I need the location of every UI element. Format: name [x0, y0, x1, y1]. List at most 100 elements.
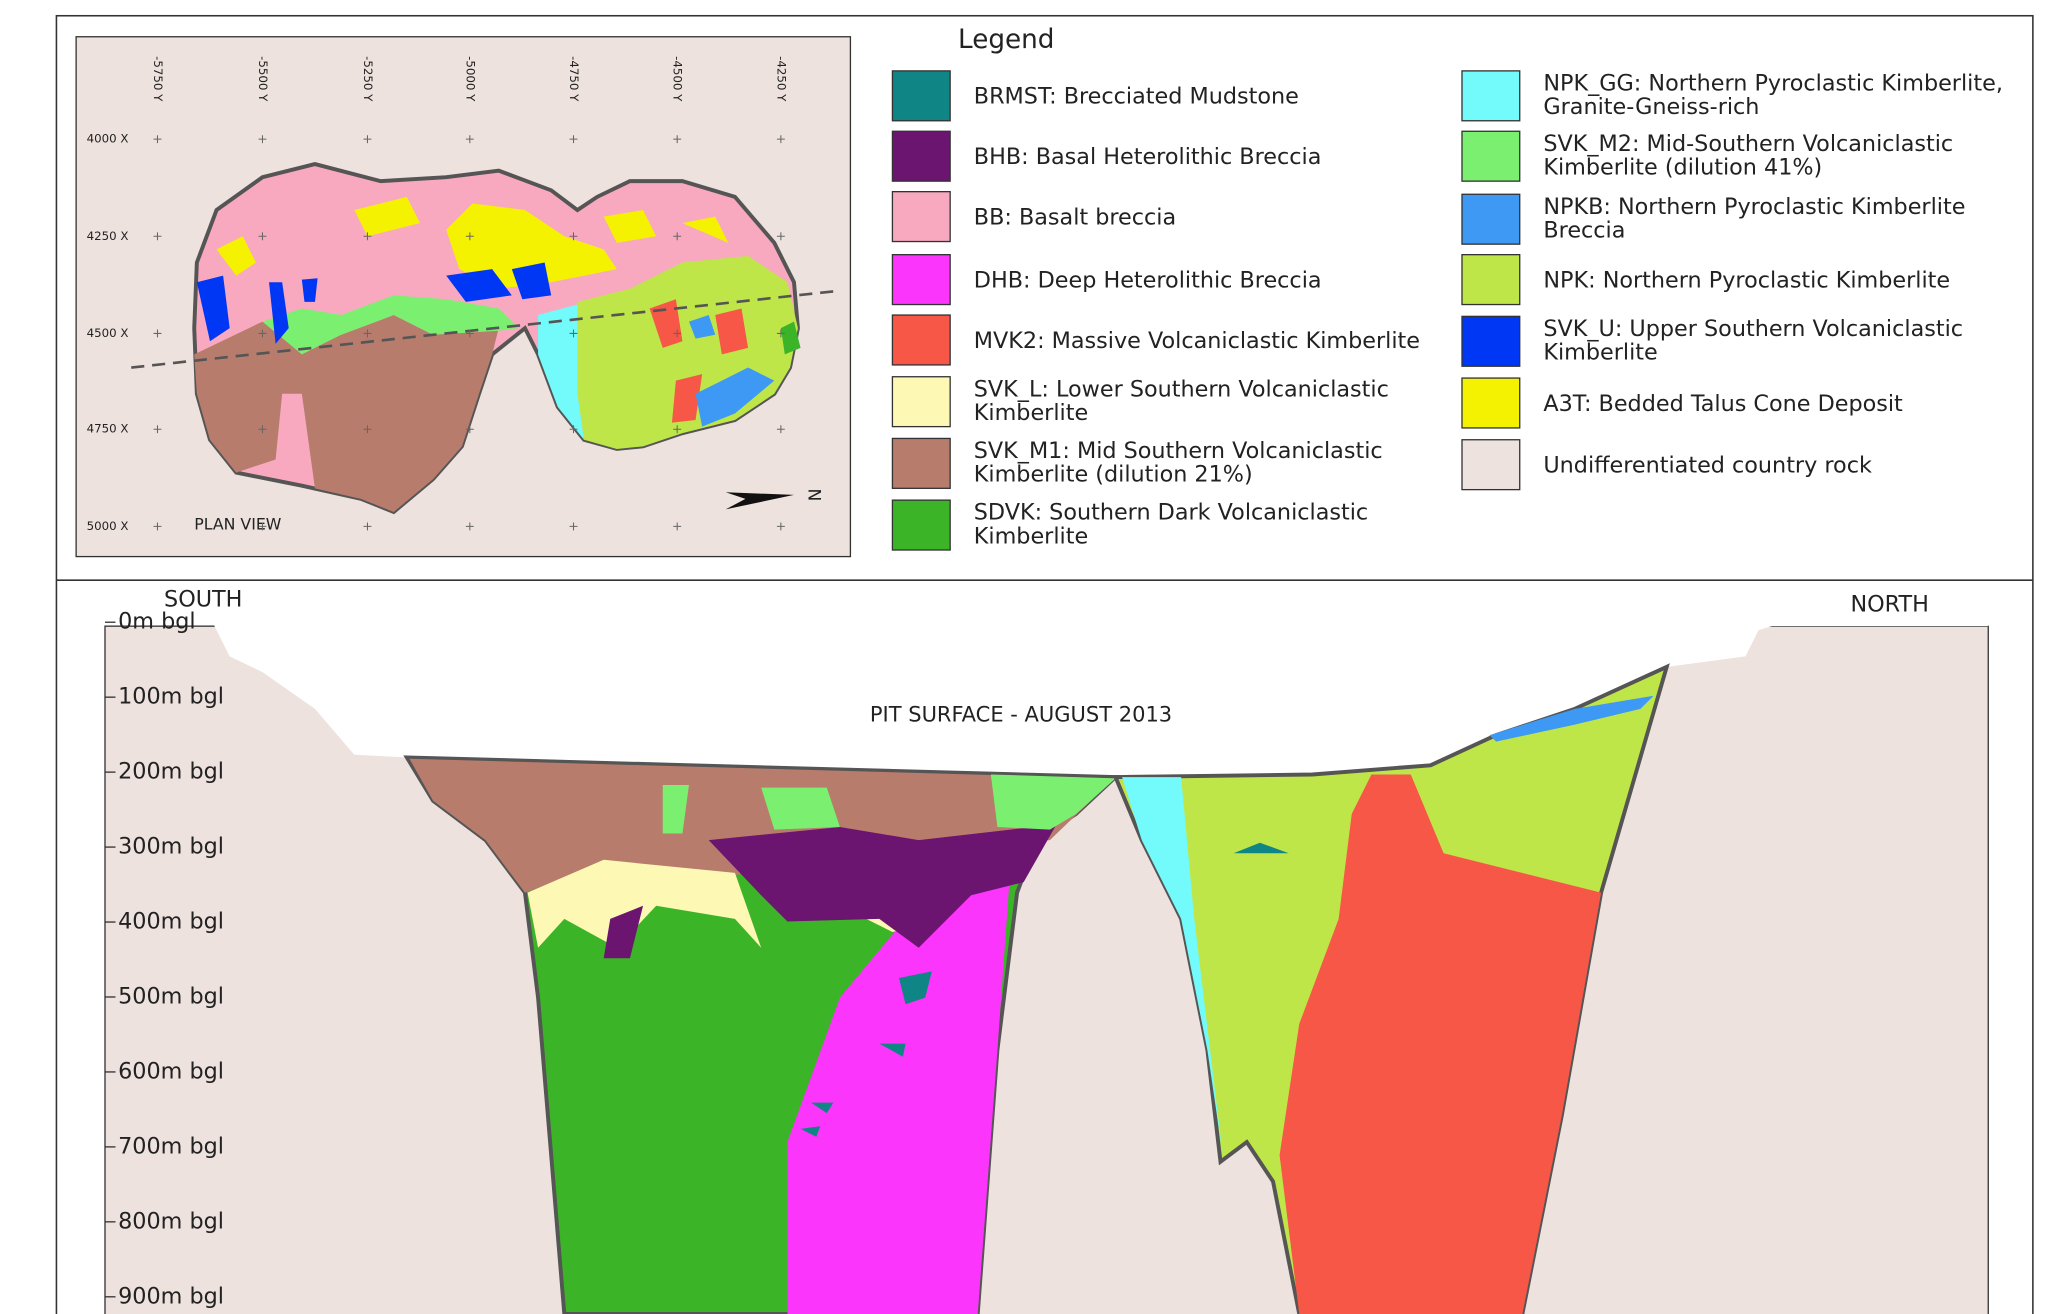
depth-label: 100m bgl	[118, 684, 224, 710]
plan-svk-u	[196, 262, 552, 344]
legend-swatch	[1461, 377, 1521, 429]
grid-cross	[363, 232, 372, 241]
section-brmst	[800, 971, 932, 1137]
depth-label: 300m bgl	[118, 834, 224, 860]
legend-swatch	[1461, 254, 1521, 306]
grid-cross	[673, 232, 682, 241]
plan-y-label: -5000 Y	[463, 56, 477, 102]
section-line	[131, 290, 834, 369]
plan-a3t-patches	[216, 196, 729, 276]
grid-cross	[258, 329, 267, 338]
legend-swatch	[891, 130, 951, 182]
grid-cross	[258, 135, 267, 144]
plan-y-label: -4750 Y	[567, 56, 581, 102]
cross-section: SOUTH NORTH PIT SURFACE - AUGUST 2013 0m…	[104, 586, 1989, 1314]
legend-label: Kimberlite (dilution 21%)	[974, 462, 1253, 488]
pit-label: PIT SURFACE - AUGUST 2013	[870, 702, 1172, 726]
plan-x-label: 4000 X	[87, 132, 129, 146]
legend-swatch	[891, 437, 951, 489]
legend-label: Kimberlite	[1543, 340, 1657, 366]
legend-title: Legend	[958, 25, 1054, 55]
section-mvk2	[1279, 774, 1602, 1314]
plan-y-label: -5500 Y	[256, 56, 270, 102]
grid-cross	[258, 232, 267, 241]
legend-label: SDVK: Southern Dark Volcaniclastic	[974, 500, 1368, 526]
legend-label: NPK: Northern Pyroclastic Kimberlite	[1543, 267, 1950, 293]
grid-cross	[153, 425, 162, 434]
section-dhb	[787, 866, 1011, 1314]
grid-cross	[569, 425, 578, 434]
legend-label: BRMST: Brecciated Mudstone	[974, 84, 1299, 110]
plan-title: PLAN VIEW	[194, 515, 282, 534]
depth-label: 900m bgl	[118, 1283, 224, 1309]
north-label: N	[804, 488, 824, 501]
grid-cross	[363, 522, 372, 531]
grid-cross	[363, 425, 372, 434]
legend-label: SVK_M2: Mid-Southern Volcaniclastic	[1543, 131, 1953, 157]
grid-cross	[465, 135, 474, 144]
grid-cross	[465, 425, 474, 434]
grid-cross	[569, 135, 578, 144]
grid-cross	[569, 522, 578, 531]
legend-swatch	[891, 70, 951, 122]
grid-cross	[153, 232, 162, 241]
legend-label: MVK2: Massive Volcaniclastic Kimberlite	[974, 328, 1420, 354]
plan-svk-m1	[194, 315, 499, 512]
section-svk-m1	[409, 758, 1115, 893]
legend-swatch	[1461, 130, 1521, 182]
legend-label: Breccia	[1543, 218, 1625, 244]
legend-label: Kimberlite	[974, 523, 1088, 549]
grid-cross	[153, 135, 162, 144]
plan-a3t	[446, 203, 617, 289]
grid-cross	[776, 135, 785, 144]
legend-swatch	[1461, 70, 1521, 122]
legend-swatch	[891, 499, 951, 551]
pit-void	[104, 616, 1989, 778]
legend-label: SVK_M1: Mid Southern Volcaniclastic	[974, 438, 1383, 464]
plan-sdvk	[780, 321, 801, 355]
plan-x-label: 4250 X	[87, 229, 129, 243]
depth-label: 400m bgl	[118, 909, 224, 935]
grid-cross	[569, 329, 578, 338]
grid-cross	[673, 522, 682, 531]
legend-label: Undifferentiated country rock	[1543, 453, 1872, 479]
north-arrow	[725, 492, 794, 510]
grid-cross	[673, 135, 682, 144]
depth-label: 600m bgl	[118, 1058, 224, 1084]
legend-label: DHB: Deep Heterolithic Breccia	[974, 267, 1322, 293]
plan-npkb	[688, 315, 775, 427]
legend-swatch	[891, 314, 951, 366]
legend: BRMST: Brecciated Mudstone BHB: Basal Het…	[891, 70, 2003, 551]
plan-y-label: -5750 Y	[151, 56, 165, 102]
grid-cross	[153, 329, 162, 338]
plan-x-label: 4500 X	[87, 326, 129, 340]
legend-label: A3T: Bedded Talus Cone Deposit	[1543, 391, 1903, 417]
grid-cross	[363, 329, 372, 338]
grid-cross	[569, 232, 578, 241]
grid-cross	[465, 522, 474, 531]
section-svk-m2	[662, 774, 1116, 834]
legend-label: Kimberlite	[974, 400, 1088, 426]
legend-label: NPK_GG: Northern Pyroclastic Kimberlite,	[1543, 71, 2003, 97]
section-npk-gg	[1122, 777, 1224, 1158]
grid-cross	[673, 329, 682, 338]
legend-swatch	[1461, 439, 1521, 491]
grid-cross	[363, 135, 372, 144]
plan-npk-gg	[538, 304, 585, 440]
depth-label: 200m bgl	[118, 759, 224, 785]
legend-label: BB: Basalt breccia	[974, 204, 1176, 230]
legend-label: Granite-Gneiss-rich	[1543, 94, 1759, 120]
depth-label: 700m bgl	[118, 1133, 224, 1159]
north-label: NORTH	[1850, 592, 1928, 618]
legend-label: SVK_L: Lower Southern Volcaniclastic	[974, 376, 1389, 402]
plan-y-label: -4250 Y	[774, 56, 788, 102]
plan-svk-m2	[262, 295, 519, 355]
plan-x-label: 4750 X	[87, 422, 129, 436]
legend-swatch	[1461, 315, 1521, 367]
depth-label: 800m bgl	[118, 1208, 224, 1234]
depth-label: 500m bgl	[118, 983, 224, 1009]
section-bhb	[603, 824, 1057, 959]
legend-swatch	[891, 254, 951, 306]
